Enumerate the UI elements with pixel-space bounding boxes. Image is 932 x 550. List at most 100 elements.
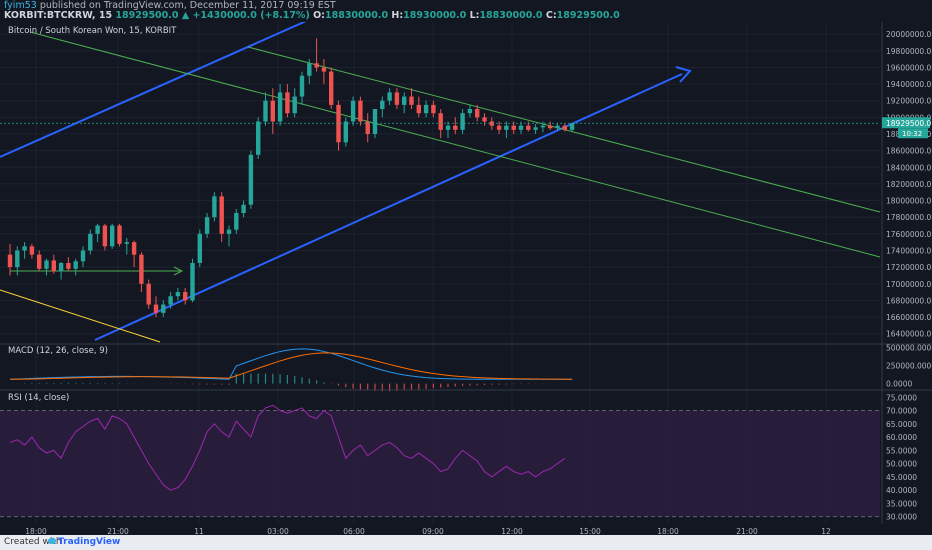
- price-tick-label: 19600000.0: [886, 63, 932, 72]
- candle-body: [110, 225, 115, 247]
- candle-body: [51, 260, 56, 272]
- close-label: C:: [545, 10, 557, 21]
- candle-body: [358, 100, 363, 122]
- rsi-tick-label: 75.0000: [886, 393, 917, 402]
- candle-body: [329, 71, 334, 105]
- time-tick-label: 03:00: [267, 527, 289, 535]
- footer: Created with TradingView: [0, 535, 932, 550]
- time-tick-label: 06:00: [343, 527, 365, 535]
- candlestick-series: [7, 38, 575, 318]
- arrow-head-icon: [173, 266, 184, 276]
- candle-body: [526, 125, 531, 130]
- candle-body: [153, 304, 159, 313]
- rsi-line: [9, 404, 566, 491]
- candle-body: [423, 104, 429, 114]
- price-tick-label: 17600000.0: [886, 230, 932, 239]
- candle-body: [380, 100, 385, 110]
- macd-tick-label: 0.0000: [886, 380, 912, 389]
- candle-body: [197, 233, 202, 263]
- time-tick-label: 21:00: [107, 527, 129, 535]
- tradingview-brand[interactable]: TradingView: [58, 537, 121, 547]
- candle-body: [489, 121, 494, 126]
- price-tick-label: 16600000.0: [886, 313, 932, 322]
- candle-body: [168, 296, 173, 305]
- price-tick-label: 17400000.0: [886, 246, 932, 255]
- high-label: H:: [391, 10, 404, 21]
- candle-body: [175, 292, 181, 297]
- open-label: O:: [313, 10, 325, 21]
- candle-body: [482, 117, 487, 122]
- time-tick-label: 18:00: [657, 527, 679, 535]
- price-tick-label: 17800000.0: [886, 213, 932, 222]
- price-tick-label: 18400000.0: [886, 163, 932, 172]
- candle-body: [467, 109, 473, 114]
- time-tick-label: 18:00: [25, 527, 47, 535]
- candle-body: [183, 292, 188, 301]
- candle-body: [29, 246, 35, 255]
- candle-body: [22, 246, 27, 251]
- candle-body: [44, 260, 49, 269]
- candle-body: [66, 262, 71, 269]
- price-tick-label: 18600000.0: [886, 147, 932, 156]
- candle-body: [131, 242, 137, 255]
- candle-body: [117, 225, 122, 244]
- time-tick-label: 12: [821, 527, 831, 535]
- candle-body: [533, 127, 538, 130]
- candle-body: [336, 104, 341, 143]
- price-chart[interactable]: 20000000.0 19800000.0 19600000.0 19400000.0…: [0, 22, 932, 535]
- candle-body: [540, 125, 546, 128]
- candle-body: [95, 225, 100, 234]
- price-tick-label: 16800000.0: [886, 296, 932, 305]
- rsi-tick-label: 50.0000: [886, 460, 917, 469]
- price-tick-label: 16400000.0: [886, 330, 932, 339]
- up-arrow-icon: ▲: [181, 10, 190, 21]
- candle-body: [190, 262, 195, 301]
- candle-body: [212, 196, 217, 218]
- publish-line: fyim53 published on TradingView.com, Dec…: [4, 0, 336, 11]
- axes: 20000000.0 19800000.0 19600000.0 19400000.0…: [0, 22, 932, 535]
- candle-body: [248, 154, 254, 205]
- macd-tick-label: 500000.0000: [886, 343, 932, 352]
- candle-body: [445, 125, 451, 130]
- candle-body: [161, 304, 166, 313]
- rsi-tick-label: 65.0000: [886, 420, 917, 429]
- candle-body: [285, 92, 290, 114]
- candle-body: [299, 75, 305, 97]
- candle-body: [453, 125, 458, 130]
- candle-body: [409, 96, 414, 105]
- candle-body: [80, 250, 86, 262]
- candle-body: [88, 233, 93, 251]
- price-change: +1430000.0 (+8.17%): [192, 10, 310, 21]
- low-label: L:: [469, 10, 480, 21]
- trend-drawings: [0, 22, 881, 343]
- last-price-tag: [882, 117, 930, 129]
- candle-body: [234, 213, 239, 230]
- candle-body: [146, 283, 151, 305]
- symbol-label[interactable]: KORBIT:BTCKRW, 15: [4, 10, 113, 21]
- countdown-tag: [898, 128, 928, 139]
- macd-tick-label: 250000.0000: [886, 362, 932, 371]
- candle-body: [263, 100, 268, 122]
- countdown-value: 10:32: [902, 130, 922, 138]
- candle-body: [15, 250, 20, 268]
- macd-line: [9, 348, 573, 380]
- rsi-tick-label: 40.0000: [886, 486, 917, 495]
- last-price: 18929500.0: [115, 10, 179, 21]
- rsi-series: [9, 404, 566, 491]
- candle-body: [321, 67, 327, 72]
- candle-body: [277, 92, 283, 122]
- last-price-value: 18929500.0: [886, 119, 932, 128]
- rsi-tick-label: 45.0000: [886, 473, 917, 482]
- price-tick-label: 19800000.0: [886, 47, 932, 56]
- open-value: 18830000.0: [324, 10, 389, 21]
- candle-body: [365, 121, 370, 134]
- candle-body: [416, 104, 421, 114]
- tradingview-logo-icon: [48, 538, 56, 544]
- candle-body: [569, 123, 575, 130]
- price-tick-label: 18000000.0: [886, 197, 932, 206]
- created-with-label: Created with: [4, 537, 62, 547]
- rsi-band: [0, 410, 880, 518]
- author-link[interactable]: fyim53: [4, 0, 37, 11]
- candle-body: [292, 96, 297, 114]
- candle-body: [431, 104, 436, 114]
